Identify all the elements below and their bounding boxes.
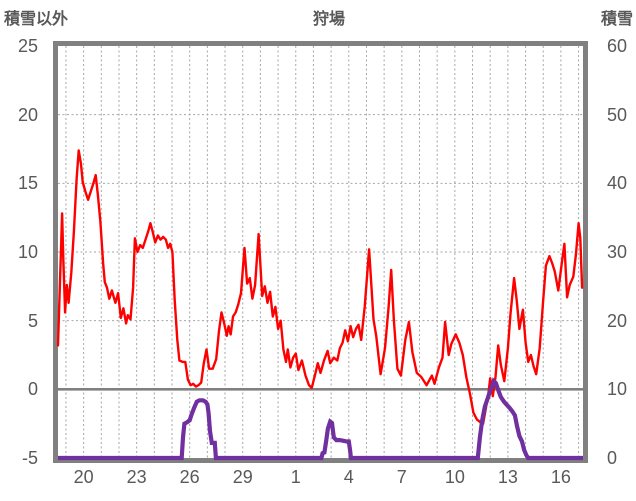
chart-title: 狩場 [312,11,346,28]
right-axis-tick-label: 0 [607,448,618,468]
left-axis-title: 積雪以外 [4,11,69,28]
left-axis-tick-label: 25 [17,36,38,56]
left-axis-tick-label: 20 [17,104,38,125]
right-axis-tick-label: 50 [607,104,628,125]
plot-frame [53,41,588,463]
x-axis-tick-label: 26 [179,467,200,487]
x-axis-tick-label: 23 [126,467,147,487]
left-axis-tick-label: 5 [27,310,38,331]
right-axis-tick-label: 20 [607,310,628,331]
x-axis-tick-label: 16 [550,467,571,487]
right-axis-tick-label: 60 [607,36,628,56]
x-axis-tick-label: 7 [396,467,407,487]
left-axis-tick-label: 0 [27,379,38,400]
left-axis-tick-label: 15 [17,173,38,194]
left-axis-tick-label: -5 [21,448,38,468]
left-axis-tick-label: 10 [17,242,38,262]
snow-depth-line [58,377,583,461]
right-axis-tick-label: 40 [607,173,628,194]
x-axis-tick-label: 20 [73,467,94,487]
temperature-line [56,149,584,425]
x-axis-tick-label: 13 [497,467,518,487]
right-axis-title: 積雪 [600,11,633,28]
right-axis-tick-label: 30 [607,242,628,262]
right-axis-tick-label: 10 [607,379,628,400]
x-axis-tick-label: 29 [232,467,253,487]
x-axis-tick-label: 10 [444,467,465,487]
x-axis-tick-label: 1 [290,467,301,487]
x-axis-tick-label: 4 [343,467,354,487]
